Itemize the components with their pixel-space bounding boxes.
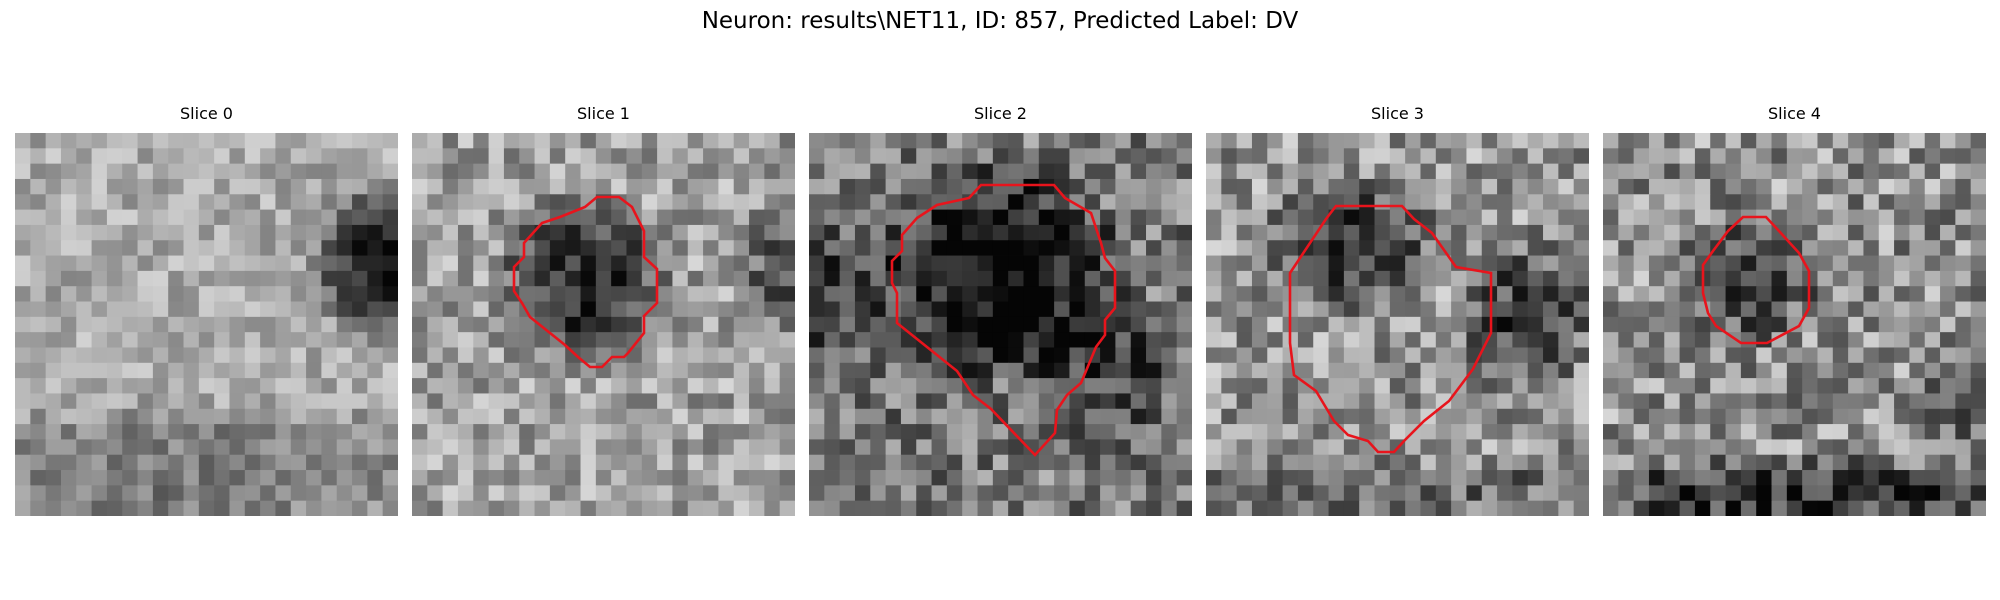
segmentation-contour	[512, 195, 659, 369]
segmentation-contour	[1288, 204, 1493, 454]
segmentation-contour	[890, 183, 1117, 457]
slice-image-0	[15, 133, 398, 516]
figure-title: Neuron: results\NET11, ID: 857, Predicte…	[701, 8, 1299, 34]
slice-title: Slice 0	[180, 104, 233, 123]
slice-image-2	[809, 133, 1192, 516]
slice-title: Slice 2	[974, 104, 1027, 123]
slice-title: Slice 3	[1371, 104, 1424, 123]
slice-title: Slice 4	[1768, 104, 1821, 123]
segmentation-contour	[1701, 215, 1811, 345]
slice-image-1	[412, 133, 795, 516]
slice-image-4	[1603, 133, 1986, 516]
slice-title: Slice 1	[577, 104, 630, 123]
slice-image-3	[1206, 133, 1589, 516]
